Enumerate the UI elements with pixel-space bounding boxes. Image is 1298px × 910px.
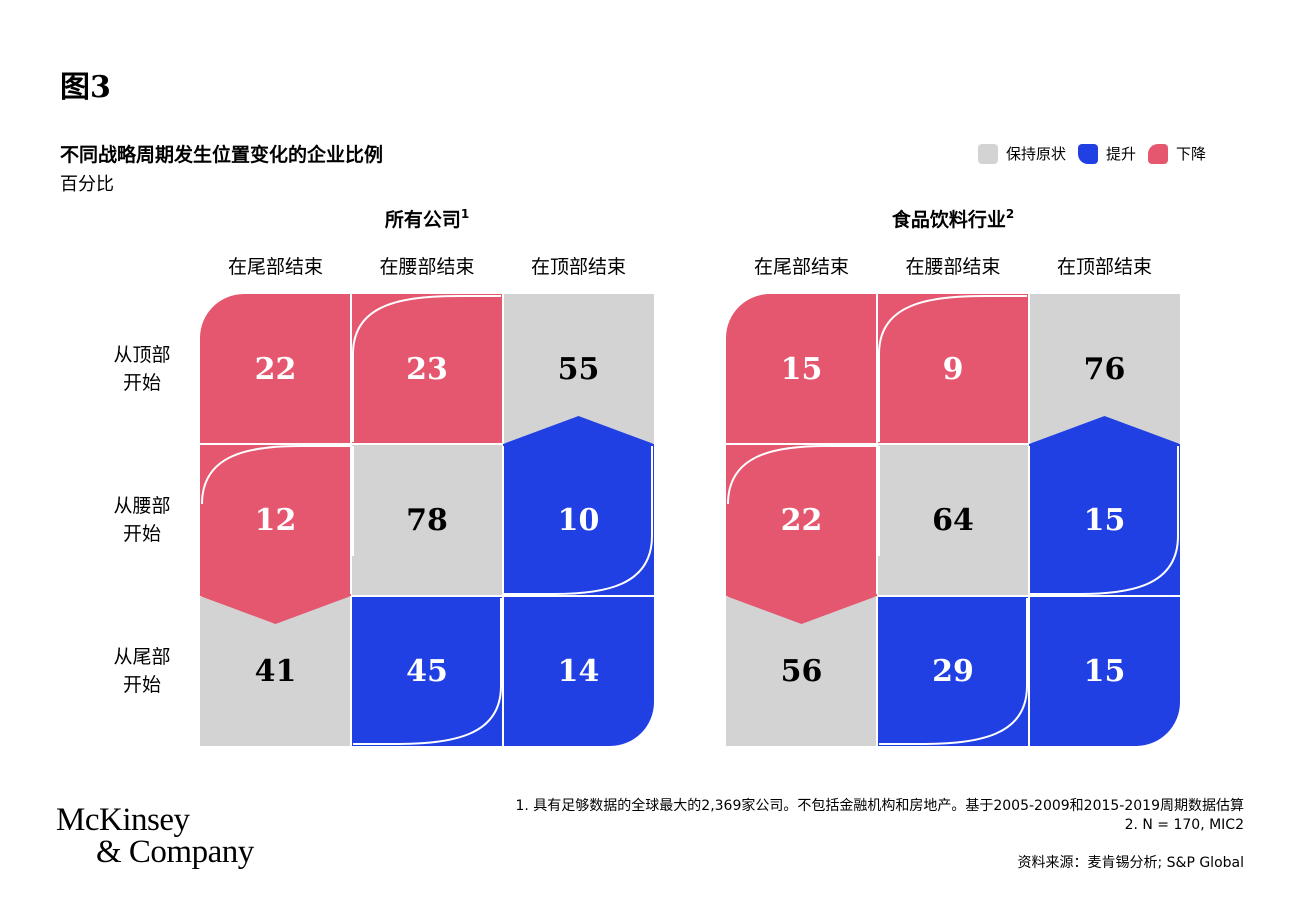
legend-swatch-up (1078, 143, 1099, 164)
footnote-1: 1. 具有足够数据的全球最大的2,369家公司。不包括金融机构和房地产。基于20… (515, 798, 1244, 814)
outline-down-lower-panel1 (201, 445, 354, 556)
row-label-1-line-2: 开始 (123, 372, 161, 394)
cell-value-panel2-r3-c1: 56 (781, 654, 823, 689)
corner-mask-tl-1 (200, 294, 244, 338)
chart-title: 不同战略周期发生位置变化的企业比例 (60, 144, 384, 166)
row-label-3-line-1: 从尾部 (113, 646, 170, 668)
logo-line-1: McKinsey (56, 802, 190, 838)
outline-up-upper-panel1 (503, 446, 653, 595)
col-label-panel1-2: 在腰部结束 (379, 256, 474, 278)
legend-label-down: 下降 (1176, 145, 1207, 163)
cell-rect-panel1-r1-c2 (351, 294, 503, 444)
chevron-down-icon-panel2 (726, 594, 877, 624)
legend-label-up: 提升 (1106, 145, 1137, 163)
logo-line-2: & Company (96, 834, 254, 870)
col-label-panel2-2: 在腰部结束 (905, 256, 1000, 278)
cell-value-panel1-r3-c3: 14 (558, 654, 600, 689)
panel-title-superscript-2: 2 (1006, 207, 1014, 221)
cell-value-panel2-r2-c3: 15 (1084, 503, 1126, 538)
outline-down-lower-panel2 (727, 445, 880, 556)
cell-value-panel1-r2-c1: 12 (255, 503, 297, 538)
col-label-panel2-3: 在顶部结束 (1057, 256, 1152, 278)
outline-up-lower-panel1 (353, 598, 502, 745)
cell-rect-panel2-r2-c2 (877, 444, 1029, 596)
chevron-down-icon-panel1 (200, 594, 351, 624)
legend-swatch-same (978, 143, 998, 164)
mckinsey-logo: McKinsey & Company (56, 802, 254, 870)
col-label-panel1-3: 在顶部结束 (531, 256, 626, 278)
cell-value-panel1-r2-c3: 10 (558, 503, 600, 538)
cell-value-panel2-r1-c3: 76 (1084, 352, 1126, 387)
cell-value-panel2-r3-c2: 29 (932, 654, 974, 689)
cell-value-panel1-r3-c1: 41 (255, 654, 297, 689)
row-label-2-line-2: 开始 (123, 523, 161, 545)
panel-title-superscript-1: 1 (461, 207, 469, 221)
legend-item-up: 提升 (1078, 143, 1136, 164)
legend-label-same: 保持原状 (1006, 145, 1067, 163)
cell-value-panel1-r1-c2: 23 (406, 352, 448, 387)
corner-mask-br-2 (1136, 702, 1180, 746)
cell-value-panel1-r3-c2: 45 (406, 654, 448, 689)
cell-value-panel2-r1-c2: 9 (943, 352, 964, 387)
cell-rect-panel2-r2-c3 (1029, 444, 1180, 596)
cell-value-panel1-r1-c3: 55 (558, 352, 600, 387)
panel-title-2: 食品饮料行业2 (892, 207, 1014, 231)
row-label-3-line-2: 开始 (123, 674, 161, 696)
panel-title-text-1: 所有公司 (385, 208, 461, 231)
cell-rect-panel1-r2-c3 (503, 444, 654, 596)
footnote-2: 2. N = 170, MIC2 (1124, 817, 1244, 833)
cell-value-panel1-r2-c2: 78 (406, 503, 448, 538)
legend: 保持原状 提升 下降 (978, 143, 1206, 164)
chart-subtitle: 百分比 (60, 174, 114, 195)
panel-title-text-2: 食品饮料行业 (892, 208, 1006, 231)
cell-value-panel2-r3-c3: 15 (1084, 654, 1126, 689)
cell-rect-panel2-r3-c3 (1029, 596, 1180, 746)
cell-rect-panel1-r2-c2 (351, 444, 503, 596)
legend-item-same: 保持原状 (978, 143, 1066, 164)
corner-mask-br-1 (610, 702, 654, 746)
figure-label: 图3 (60, 70, 111, 105)
col-label-panel2-1: 在尾部结束 (754, 256, 849, 278)
cell-rect-panel1-r3-c2 (351, 596, 503, 746)
source-note: 资料来源：麦肯锡分析; S&P Global (1017, 855, 1244, 871)
row-label-1-line-1: 从顶部 (113, 344, 170, 366)
cell-rect-panel2-r3-c2 (877, 596, 1029, 746)
outline-up-lower-panel2 (879, 598, 1028, 745)
cell-rect-panel1-r3-c3 (503, 596, 654, 746)
cell-value-panel2-r2-c2: 64 (932, 503, 974, 538)
outline-up-upper-panel2 (1029, 446, 1179, 595)
chevron-up-icon-panel2 (1029, 416, 1180, 446)
cell-rect-panel2-r1-c2 (877, 294, 1029, 444)
panel-2-cells (726, 294, 1180, 746)
outline-down-upper-panel1 (352, 295, 501, 442)
chevron-up-icon-panel1 (503, 416, 654, 446)
panel-title-1: 所有公司1 (385, 207, 469, 231)
legend-swatch-down (1148, 143, 1169, 164)
panel-1-cells (200, 294, 654, 746)
cell-value-panel1-r1-c1: 22 (255, 352, 297, 387)
legend-item-down: 下降 (1148, 143, 1206, 164)
outline-down-upper-panel2 (878, 295, 1027, 442)
cell-rect-panel1-r1-c1 (200, 294, 351, 444)
cell-value-panel2-r1-c1: 15 (781, 352, 823, 387)
cell-rect-panel1-r2-c1 (200, 444, 351, 596)
cell-rect-panel2-r2-c1 (726, 444, 877, 596)
col-label-panel1-1: 在尾部结束 (228, 256, 323, 278)
row-label-2-line-1: 从腰部 (113, 495, 170, 517)
corner-mask-tl-2 (726, 294, 770, 338)
cell-rect-panel2-r1-c1 (726, 294, 877, 444)
cell-value-panel2-r2-c1: 22 (781, 503, 823, 538)
